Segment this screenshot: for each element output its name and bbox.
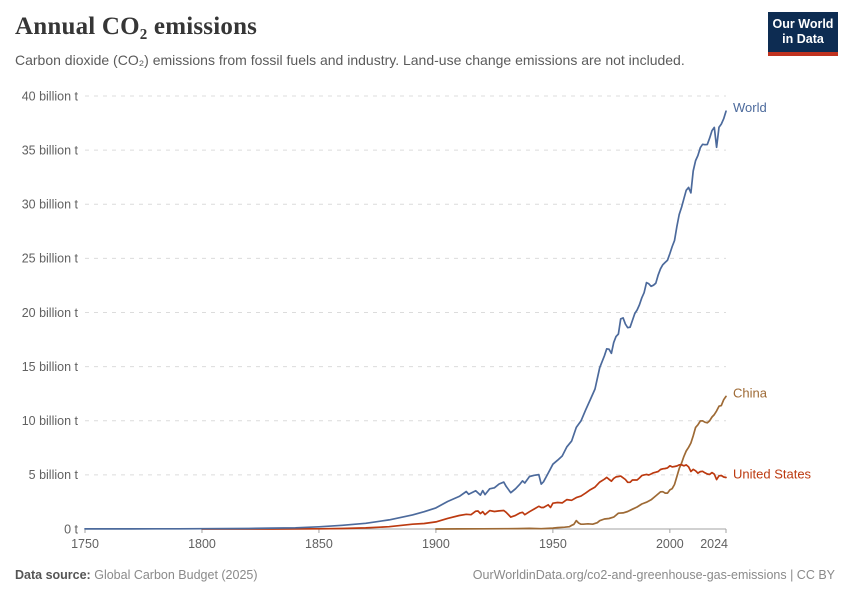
data-source-label: Data source:	[15, 568, 91, 582]
series-label-world: World	[733, 100, 767, 115]
y-axis-tick-label: 25 billion t	[22, 252, 79, 266]
data-source: Data source: Global Carbon Budget (2025)	[15, 568, 258, 582]
owid-logo-line1: Our World	[772, 17, 834, 31]
y-axis-tick-label: 35 billion t	[22, 143, 79, 157]
chart-subtitle: Carbon dioxide (CO₂) emissions from foss…	[15, 52, 685, 68]
y-axis-tick-label: 5 billion t	[29, 468, 79, 482]
series-label-united-states: United States	[733, 466, 812, 481]
y-axis-tick-label: 30 billion t	[22, 198, 79, 212]
y-axis-tick-label: 40 billion t	[22, 89, 79, 103]
footer-link[interactable]: OurWorldinData.org/co2-and-greenhouse-ga…	[472, 568, 835, 582]
chart-title: Annual CO₂ emissions	[15, 13, 258, 40]
x-axis-tick-label: 1850	[305, 537, 333, 551]
y-axis-tick-label: 15 billion t	[22, 360, 79, 374]
data-source-value[interactable]: Global Carbon Budget (2025)	[94, 568, 258, 582]
x-axis-tick-label: 1950	[539, 537, 567, 551]
y-axis-tick-label: 10 billion t	[22, 414, 79, 428]
x-axis-tick-label: 2000	[656, 537, 684, 551]
y-axis-tick-label: 0 t	[64, 522, 78, 536]
series-line-china[interactable]	[435, 395, 727, 530]
owid-logo[interactable]: Our World in Data	[768, 12, 838, 56]
x-axis-tick-label: 2024	[700, 537, 728, 551]
x-axis-tick-label: 1900	[422, 537, 450, 551]
owid-logo-line2: in Data	[782, 32, 824, 47]
series-line-united-states[interactable]	[201, 463, 727, 530]
series-line-world[interactable]	[84, 110, 727, 530]
x-axis-tick-label: 1800	[188, 537, 216, 551]
series-label-china: China	[733, 385, 768, 400]
y-axis-tick-label: 20 billion t	[22, 306, 79, 320]
x-axis-tick-label: 1750	[71, 537, 99, 551]
